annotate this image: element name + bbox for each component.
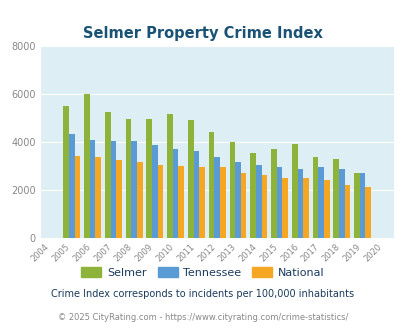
Bar [110, 141, 116, 238]
Bar [261, 176, 266, 238]
Bar [303, 178, 308, 238]
Bar [126, 119, 131, 238]
Bar [208, 132, 214, 238]
Bar [69, 134, 75, 238]
Bar [323, 180, 329, 238]
Bar [250, 153, 255, 238]
Bar [240, 173, 246, 238]
Bar [199, 167, 205, 238]
Bar [131, 141, 136, 238]
Bar [271, 149, 276, 238]
Bar [90, 140, 95, 238]
Bar [281, 178, 287, 238]
Bar [75, 156, 80, 238]
Bar [220, 167, 225, 238]
Bar [333, 159, 338, 238]
Bar [229, 142, 234, 238]
Bar [193, 151, 199, 238]
Bar [354, 173, 359, 238]
Bar [291, 144, 297, 238]
Bar [146, 119, 152, 238]
Bar [214, 157, 220, 238]
Bar [297, 169, 303, 238]
Bar [167, 115, 173, 238]
Bar [95, 157, 101, 238]
Bar [234, 162, 240, 238]
Bar [104, 112, 110, 238]
Bar [157, 165, 163, 238]
Text: © 2025 CityRating.com - https://www.cityrating.com/crime-statistics/: © 2025 CityRating.com - https://www.city… [58, 313, 347, 322]
Bar [84, 94, 90, 238]
Bar [338, 169, 344, 238]
Bar [276, 167, 281, 238]
Bar [359, 173, 364, 238]
Bar [152, 146, 157, 238]
Legend: Selmer, Tennessee, National: Selmer, Tennessee, National [77, 263, 328, 282]
Bar [136, 162, 142, 238]
Bar [188, 120, 193, 238]
Bar [312, 157, 318, 238]
Bar [116, 160, 121, 238]
Text: Selmer Property Crime Index: Selmer Property Crime Index [83, 26, 322, 41]
Text: Crime Index corresponds to incidents per 100,000 inhabitants: Crime Index corresponds to incidents per… [51, 289, 354, 299]
Bar [318, 167, 323, 238]
Bar [344, 185, 350, 238]
Bar [364, 187, 370, 238]
Bar [178, 166, 183, 238]
Bar [63, 106, 69, 238]
Bar [255, 165, 261, 238]
Bar [173, 149, 178, 238]
